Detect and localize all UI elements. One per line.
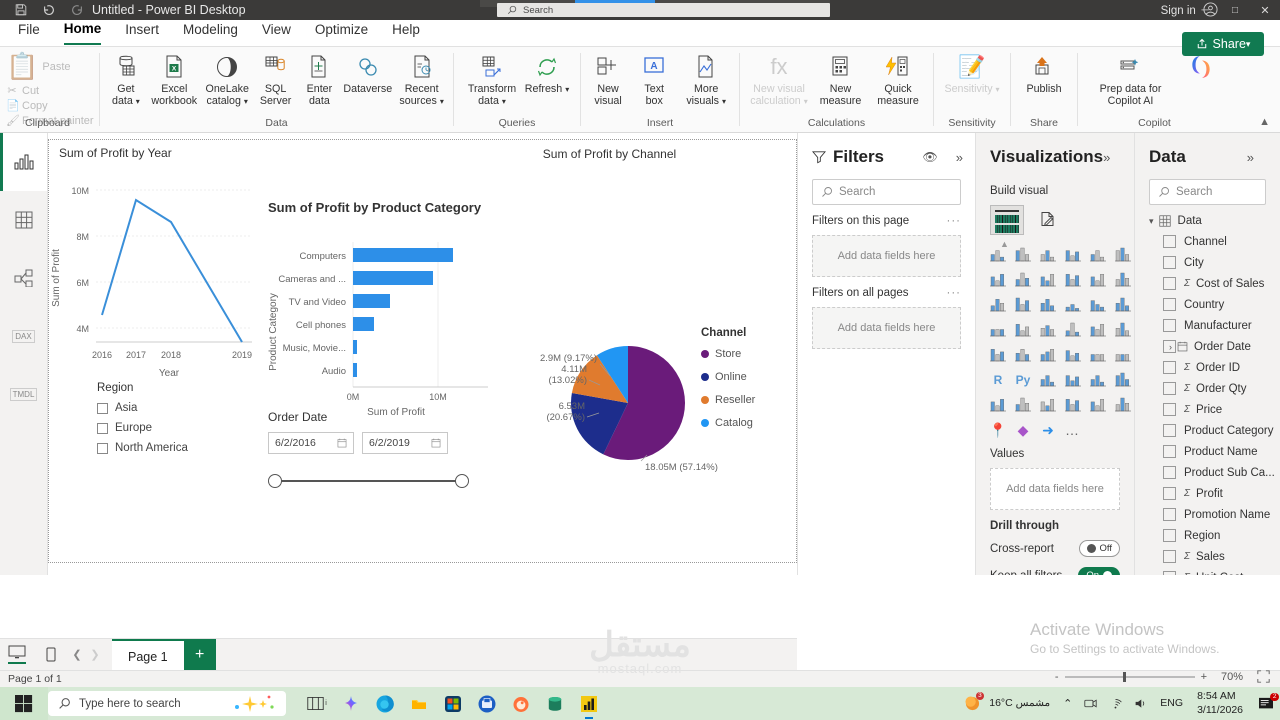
- svg-text:2.9M (9.17%): 2.9M (9.17%): [540, 353, 597, 364]
- svg-text:18.05M (57.14%): 18.05M (57.14%): [645, 462, 718, 473]
- svg-text:4.11M: 4.11M: [561, 364, 587, 375]
- svg-text:X: X: [172, 66, 177, 73]
- svg-text:(13.02%): (13.02%): [548, 375, 587, 386]
- svg-text:6.53M: 6.53M: [559, 401, 585, 412]
- svg-text:(20.67%): (20.67%): [546, 412, 585, 423]
- svg-text:A: A: [651, 61, 658, 72]
